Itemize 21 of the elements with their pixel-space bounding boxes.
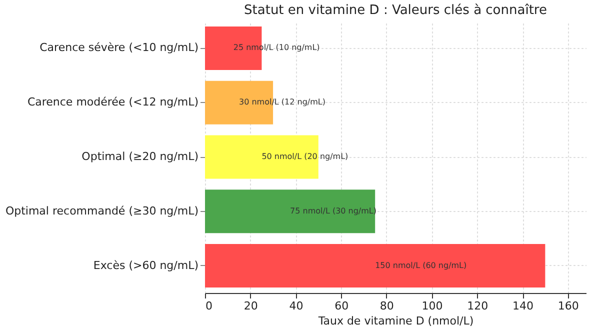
data-label: 150 nmol/L (60 ng/mL): [375, 260, 467, 270]
y-tick-label: Carence sévère (<10 ng/mL): [40, 41, 198, 54]
x-tick-label: 20: [244, 300, 258, 312]
bar: [205, 244, 546, 288]
y-tick-label: Optimal recommandé (≥30 ng/mL): [5, 204, 198, 218]
x-tick-label: 40: [289, 300, 304, 312]
x-axis-title: Taux de vitamine D (nmol/L): [317, 314, 474, 328]
x-tick-label: 80: [380, 300, 394, 312]
bar: [205, 135, 318, 179]
x-tick-label: 140: [512, 300, 534, 312]
y-tick-label: Excès (>60 ng/mL): [93, 258, 198, 272]
x-tick-label: 160: [558, 300, 579, 312]
data-label: 50 nmol/L (20 ng/mL): [262, 152, 348, 161]
x-tick-label: 100: [422, 300, 443, 312]
x-tick-label: 120: [467, 300, 488, 312]
chart-title: Statut en vitamine D : Valeurs clés à connaître: [244, 3, 547, 18]
bar: [205, 190, 376, 234]
y-tick-label: Optimal (≥20 ng/mL): [82, 150, 198, 163]
x-tick-label: 0: [206, 300, 212, 312]
y-tick-label: Carence modérée (<12 ng/mL): [27, 96, 198, 109]
x-tick-label: 60: [334, 300, 349, 312]
